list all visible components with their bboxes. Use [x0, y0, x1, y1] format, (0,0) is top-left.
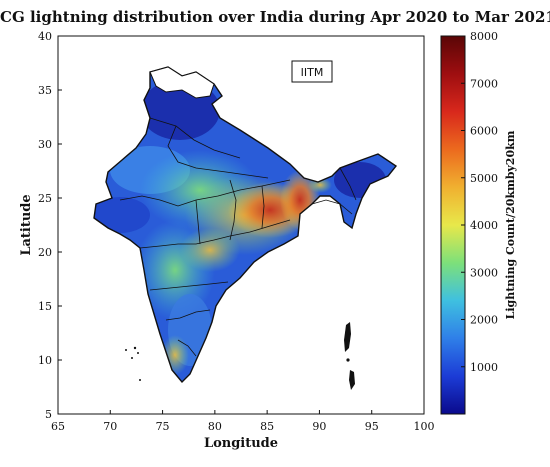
iitm-label: IITM	[301, 66, 324, 79]
y-tick-label: 5	[45, 408, 52, 421]
y-tick-label: 15	[38, 300, 52, 313]
x-tick-label: 65	[51, 420, 65, 433]
y-axis-label: Latitude	[19, 194, 34, 255]
colorbar-tick-label: 8000	[470, 30, 498, 43]
map-title: CG lightning distribution over India dur…	[0, 8, 550, 26]
colorbar-tick-label: 7000	[470, 77, 498, 90]
islands	[125, 322, 355, 390]
x-tick-label: 75	[156, 420, 170, 433]
y-tick-label: 10	[38, 354, 52, 367]
iitm-box	[291, 60, 333, 83]
colorbar-ticks: 1000 2000 3000 4000 5000 6000 7000 8000	[461, 30, 498, 374]
x-tick-label: 95	[365, 420, 379, 433]
northern-region-no-data	[149, 66, 215, 99]
x-tick-label: 80	[208, 420, 222, 433]
colorbar-label: Lightning Count/20kmby20km	[504, 130, 517, 319]
y-tick-label: 40	[38, 30, 52, 43]
y-tick-label: 20	[38, 246, 52, 259]
y-tick-label: 30	[38, 138, 52, 151]
x-tick-label: 70	[103, 420, 117, 433]
y-tick-label: 25	[38, 192, 52, 205]
x-tick-label: 100	[414, 420, 435, 433]
colorbar-tick-label: 3000	[470, 266, 498, 279]
india-outline	[93, 66, 398, 384]
x-tick-label: 85	[260, 420, 274, 433]
colorbar-tick-label: 5000	[470, 172, 498, 185]
state-boundaries	[119, 117, 357, 357]
x-tick-label: 90	[312, 420, 326, 433]
x-axis-label: Longitude	[204, 436, 278, 451]
y-axis-ticks: 5 10 15 20 25 30 35 40	[38, 30, 62, 421]
colorbar-tick-label: 6000	[470, 125, 498, 138]
colorbar-tick-label: 2000	[470, 314, 498, 327]
x-axis-ticks: 65 70 75 80 85 90 95 100	[51, 410, 435, 433]
colorbar-tick-label: 1000	[470, 361, 498, 374]
y-tick-label: 35	[38, 84, 52, 97]
colorbar-tick-label: 4000	[470, 219, 498, 232]
